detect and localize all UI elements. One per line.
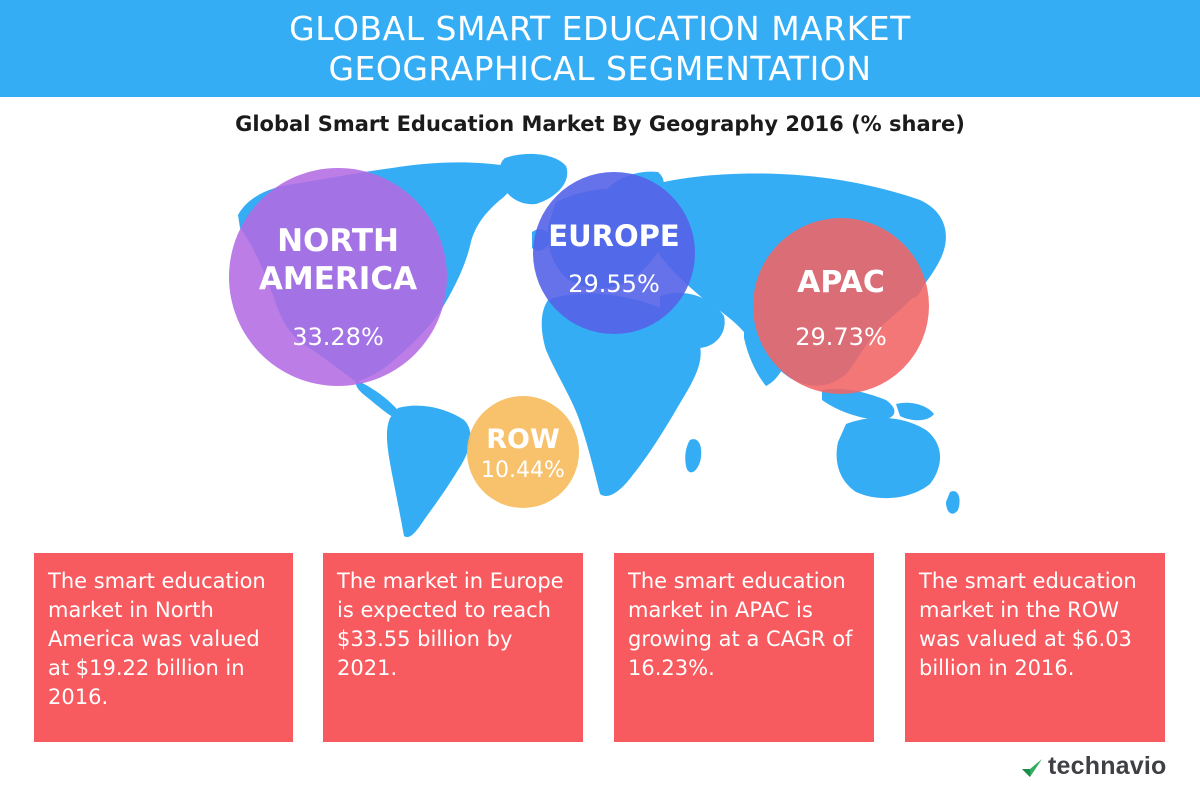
europe-value: 29.55% — [568, 270, 660, 298]
note-row: The smart education market in the ROW wa… — [905, 553, 1165, 742]
apac-label: APAC — [797, 265, 885, 300]
chart-title: Global Smart Education Market By Geograp… — [235, 112, 965, 136]
technavio-logo-icon — [1022, 758, 1042, 777]
brand-name: technavio — [1048, 752, 1167, 780]
north-america-value: 33.28% — [292, 323, 384, 351]
technavio-logo: technavio — [1020, 752, 1167, 781]
note-apac: The smart education market in APAC is gr… — [614, 553, 874, 742]
header-title-line-2: GEOGRAPHICAL SEGMENTATION — [328, 48, 872, 88]
note-europe: The market in Europe is expected to reac… — [323, 553, 583, 742]
row-label: ROW — [486, 424, 560, 455]
row-value: 10.44% — [481, 458, 565, 483]
apac-value: 29.73% — [795, 323, 887, 351]
header-banner: GLOBAL SMART EDUCATION MARKET GEOGRAPHIC… — [0, 0, 1200, 97]
north-america-label-line-2: AMERICA — [258, 261, 418, 297]
europe-label: EUROPE — [548, 219, 680, 253]
header-title-line-1: GLOBAL SMART EDUCATION MARKET — [289, 8, 911, 48]
note-north-america: The smart education market in North Amer… — [34, 553, 293, 742]
north-america-label-line-1: NORTH — [277, 223, 399, 259]
